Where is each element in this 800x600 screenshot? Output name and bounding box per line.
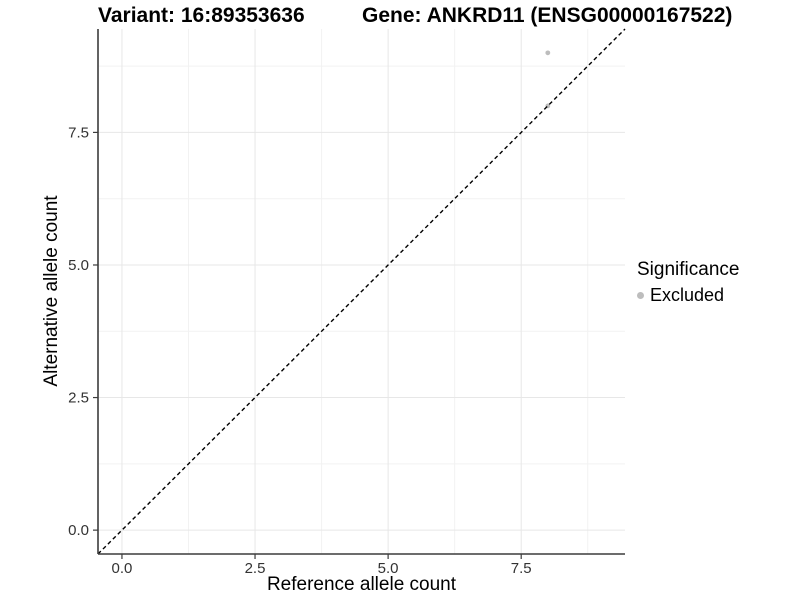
y-tick-label: 5.0	[68, 257, 89, 274]
x-axis-title: Reference allele count	[266, 574, 457, 595]
legend: Significance Excluded	[637, 258, 739, 306]
y-tick-label: 7.5	[68, 124, 89, 141]
plot-title-gene: Gene: ANKRD11 (ENSG00000167522)	[362, 4, 733, 27]
legend-item-label: Excluded	[650, 285, 725, 305]
excluded-point-icon	[637, 292, 644, 299]
legend-item-excluded: Excluded	[637, 285, 739, 306]
x-tick-label: 7.5	[511, 560, 532, 577]
x-tick-label: 2.5	[245, 560, 266, 577]
identity-line	[97, 28, 626, 555]
y-tick-label: 2.5	[68, 390, 89, 407]
y-axis-title: Alternative allele count	[41, 195, 62, 387]
y-tick-label: 0.0	[68, 522, 89, 539]
plot-title-variant: Variant: 16:89353636	[98, 4, 305, 27]
x-tick-label: 0.0	[112, 560, 133, 577]
data-point	[545, 50, 551, 56]
x-tick-label: 5.0	[378, 560, 399, 577]
legend-title: Significance	[637, 259, 740, 280]
